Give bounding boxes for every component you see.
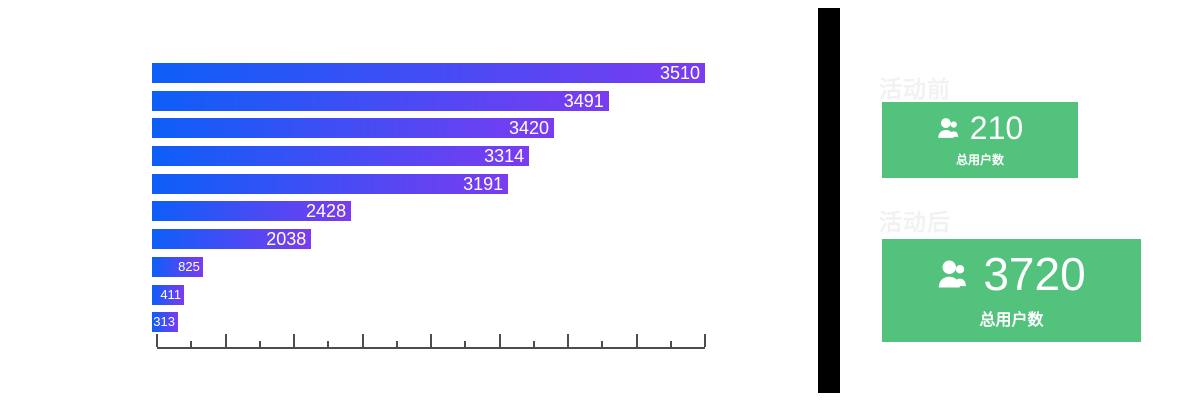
bar-value-label: 3491 bbox=[563, 90, 604, 111]
bar-value-label: 3420 bbox=[508, 118, 550, 139]
axis-major-tick bbox=[361, 334, 364, 347]
users-icon bbox=[939, 260, 969, 289]
bar[interactable]: 3420 bbox=[152, 118, 555, 139]
bar[interactable]: 3510 bbox=[152, 63, 705, 83]
axis-major-tick bbox=[293, 334, 295, 347]
bar-value-label: 3314 bbox=[484, 146, 525, 167]
bar[interactable]: 3191 bbox=[152, 173, 509, 194]
axis-minor-tick bbox=[327, 341, 330, 347]
bar[interactable]: 2038 bbox=[152, 229, 312, 250]
axis-major-tick bbox=[430, 334, 432, 347]
kpi-caption: 总用户数 bbox=[955, 153, 1004, 167]
axis-minor-tick bbox=[190, 341, 193, 347]
kpi-card-before: 210 总用户数 bbox=[882, 102, 1078, 178]
bar[interactable]: 411 bbox=[152, 284, 185, 305]
bar[interactable]: 3314 bbox=[152, 146, 530, 167]
bar-value-label: 2428 bbox=[306, 201, 347, 222]
vertical-divider bbox=[818, 8, 840, 393]
axis-minor-tick bbox=[395, 341, 398, 347]
bar[interactable]: 825 bbox=[152, 256, 203, 277]
bar-value-label: 3191 bbox=[463, 173, 504, 194]
axis-major-tick bbox=[224, 334, 227, 347]
kpi-row: 3720 bbox=[937, 248, 1086, 300]
axis-minor-tick bbox=[669, 341, 672, 347]
axis-minor-tick bbox=[601, 341, 604, 347]
kpi-value: 3720 bbox=[983, 248, 1086, 300]
axis-major-tick bbox=[635, 334, 638, 347]
axis-major-tick bbox=[498, 334, 501, 347]
x-axis bbox=[156, 334, 706, 349]
kpi-value: 210 bbox=[969, 110, 1024, 146]
kpi-caption: 总用户数 bbox=[979, 312, 1044, 329]
axis-minor-tick bbox=[532, 341, 535, 347]
kpi-card-after: 3720 总用户数 bbox=[882, 239, 1141, 342]
bar[interactable]: 3491 bbox=[152, 90, 609, 111]
bar-value-label: 2038 bbox=[266, 229, 307, 250]
bar[interactable]: 2428 bbox=[152, 201, 352, 222]
axis-major-tick bbox=[704, 334, 706, 347]
axis-minor-tick bbox=[464, 341, 467, 347]
section-title-after: 活动后 bbox=[879, 209, 951, 235]
users-icon bbox=[937, 118, 960, 139]
bar-chart: 3510 3491 3420 3314 3191 2428 2038 825 411 313 bbox=[152, 63, 705, 333]
bar-value-label: 3510 bbox=[659, 63, 700, 83]
bar-value-label: 313 bbox=[153, 314, 175, 330]
axis-major-tick bbox=[567, 334, 569, 347]
bar-value-label: 825 bbox=[178, 258, 200, 274]
axis-minor-tick bbox=[258, 341, 261, 347]
bar[interactable]: 313 bbox=[152, 312, 178, 333]
bar-value-label: 411 bbox=[160, 286, 182, 302]
section-title-before: 活动前 bbox=[879, 76, 951, 102]
axis-major-tick bbox=[156, 334, 158, 347]
kpi-row: 210 bbox=[937, 112, 1023, 144]
